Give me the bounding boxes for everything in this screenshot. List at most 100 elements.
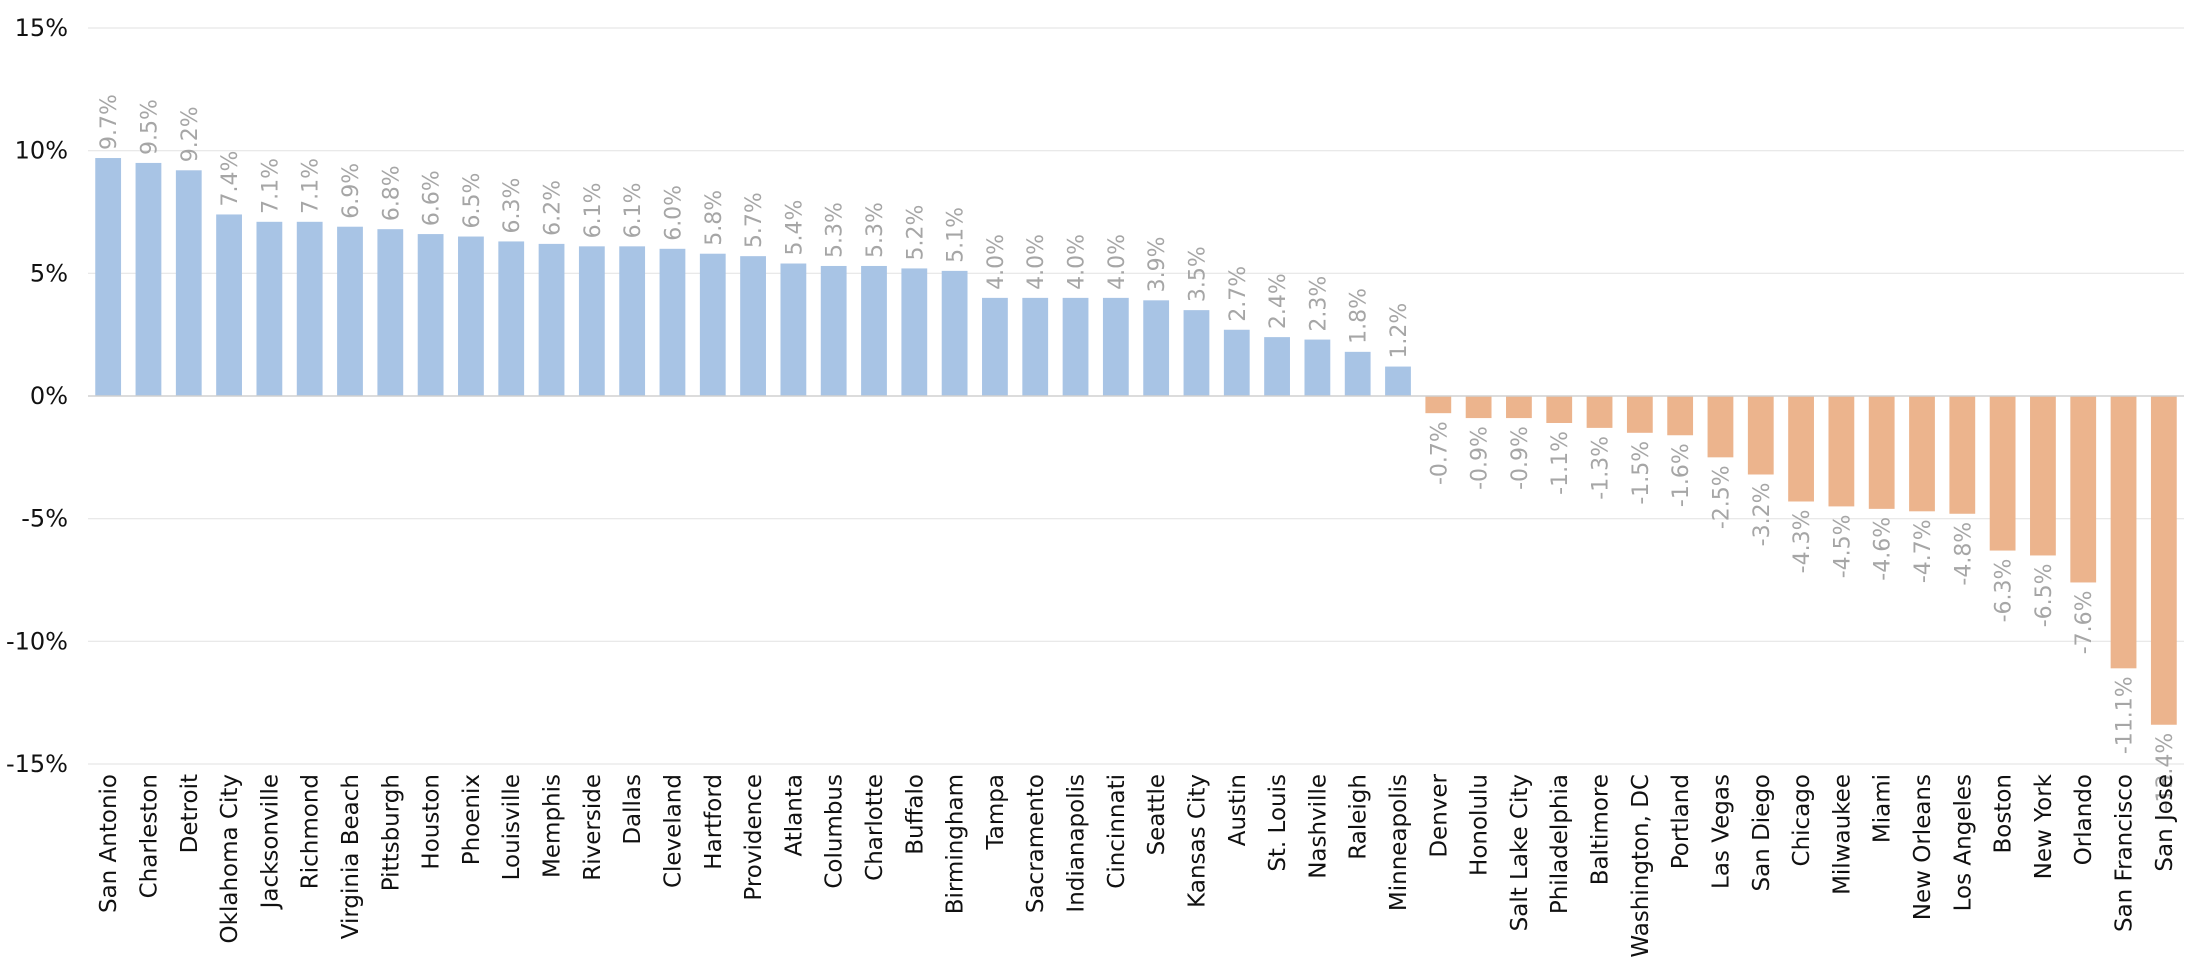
bar bbox=[2110, 396, 2137, 669]
bar bbox=[982, 297, 1008, 396]
data-label: 7.4% bbox=[218, 151, 243, 207]
data-label: 7.1% bbox=[258, 158, 283, 214]
x-tick-label: Charleston bbox=[136, 774, 162, 898]
y-tick-label: 0% bbox=[30, 382, 68, 410]
x-tick-label: New Orleans bbox=[1910, 774, 1936, 920]
bar bbox=[458, 236, 484, 396]
data-label: -11.1% bbox=[2113, 676, 2138, 754]
bar bbox=[1304, 339, 1331, 396]
x-tick-label: Richmond bbox=[298, 774, 324, 889]
bar bbox=[135, 162, 162, 396]
bar bbox=[1707, 396, 1734, 458]
x-tick-label: Dallas bbox=[620, 774, 646, 845]
bar bbox=[1868, 396, 1895, 509]
bar bbox=[1022, 297, 1049, 396]
x-tick-label: Orlando bbox=[2071, 774, 2097, 865]
bars bbox=[95, 158, 2177, 725]
data-label: 6.8% bbox=[379, 165, 404, 221]
data-label: 6.1% bbox=[581, 182, 606, 238]
x-tick-label: Detroit bbox=[177, 774, 203, 853]
x-tick-label: San Diego bbox=[1749, 774, 1775, 892]
data-label: 2.7% bbox=[1226, 266, 1251, 322]
bar bbox=[699, 253, 726, 396]
data-label: 6.2% bbox=[541, 180, 566, 236]
bar bbox=[740, 256, 766, 396]
bar bbox=[619, 246, 646, 396]
bar bbox=[1425, 396, 1452, 414]
x-axis-ticks: San Antonio Charleston Detroit Oklahoma Cit… bbox=[96, 773, 2178, 957]
data-label: 1.2% bbox=[1387, 303, 1412, 359]
data-label: 4.0% bbox=[1105, 234, 1130, 290]
bar bbox=[1143, 300, 1170, 396]
data-label: 6.5% bbox=[460, 173, 485, 229]
data-label: -0.9% bbox=[1468, 426, 1493, 490]
bar bbox=[1183, 310, 1210, 396]
bar bbox=[901, 268, 928, 396]
x-tick-label: Honolulu bbox=[1467, 774, 1493, 876]
x-tick-label: Pittsburgh bbox=[378, 774, 404, 891]
x-tick-label: Seattle bbox=[1144, 774, 1170, 855]
x-tick-label: Sacramento bbox=[1023, 774, 1049, 913]
data-label: 5.8% bbox=[702, 190, 727, 246]
x-tick-label: Providence bbox=[741, 774, 767, 901]
x-tick-label: Denver bbox=[1426, 773, 1452, 857]
x-tick-label: Philadelphia bbox=[1547, 774, 1573, 914]
bar bbox=[1062, 297, 1089, 396]
x-tick-label: Salt Lake City bbox=[1507, 774, 1533, 931]
x-tick-label: Louisville bbox=[499, 774, 525, 880]
y-axis-ticks: 15% 10% 5% 0% -5% -10% -15% bbox=[6, 14, 68, 778]
x-tick-label: Riverside bbox=[580, 774, 606, 881]
bar bbox=[1788, 396, 1814, 502]
data-label: -4.5% bbox=[1830, 514, 1855, 578]
bar bbox=[1102, 297, 1129, 396]
bar bbox=[820, 265, 847, 396]
x-tick-label: St. Louis bbox=[1265, 774, 1291, 872]
data-label: -0.9% bbox=[1508, 426, 1533, 490]
data-labels: 9.7% 9.5% 9.2% 7.4% 7.1% 7.1% 6.9% 6.8% 6.6% 6.5%… bbox=[97, 94, 2178, 810]
data-label: 9.7% bbox=[97, 94, 122, 150]
bar bbox=[861, 265, 887, 396]
y-tick-label: 5% bbox=[30, 259, 68, 287]
data-label: 3.9% bbox=[1145, 236, 1170, 292]
bar bbox=[1586, 396, 1613, 428]
bar bbox=[1546, 396, 1573, 423]
bar bbox=[175, 170, 202, 396]
x-tick-label: Boston bbox=[1991, 774, 2017, 854]
data-label: -4.3% bbox=[1790, 509, 1815, 573]
bar bbox=[1989, 396, 2016, 551]
bar bbox=[941, 270, 968, 396]
x-tick-label: Indianapolis bbox=[1064, 774, 1090, 913]
data-label: -1.3% bbox=[1589, 436, 1614, 500]
data-label: 3.5% bbox=[1185, 246, 1210, 302]
x-tick-label: San Antonio bbox=[96, 774, 122, 913]
x-tick-label: New York bbox=[2031, 773, 2057, 879]
x-tick-label: Houston bbox=[419, 774, 445, 870]
bar bbox=[578, 246, 605, 396]
bar bbox=[538, 243, 565, 396]
bar bbox=[2150, 396, 2177, 725]
x-tick-label: Charlotte bbox=[862, 774, 888, 881]
y-tick-label: -10% bbox=[6, 627, 68, 655]
x-tick-label: Milwaukee bbox=[1829, 774, 1855, 895]
y-tick-label: 15% bbox=[15, 14, 68, 42]
bar bbox=[1949, 396, 1976, 514]
data-label: 5.3% bbox=[863, 202, 888, 258]
bar bbox=[1626, 396, 1653, 433]
data-label: 2.3% bbox=[1306, 276, 1331, 332]
y-tick-label: -5% bbox=[21, 505, 68, 533]
x-tick-label: Virginia Beach bbox=[338, 774, 364, 939]
bar bbox=[1909, 396, 1935, 512]
x-tick-label: Birmingham bbox=[943, 774, 969, 914]
y-tick-label: 10% bbox=[15, 137, 68, 165]
bar bbox=[1828, 396, 1855, 507]
x-tick-label: Columbus bbox=[822, 774, 848, 889]
data-label: -3.2% bbox=[1750, 483, 1775, 547]
data-label: 6.0% bbox=[661, 185, 686, 241]
data-label: -2.5% bbox=[1709, 465, 1734, 529]
x-tick-label: Raleigh bbox=[1346, 774, 1372, 860]
bar bbox=[216, 214, 242, 396]
x-tick-label: Jacksonville bbox=[257, 774, 283, 910]
data-label: -1.1% bbox=[1548, 431, 1573, 495]
data-label: -1.5% bbox=[1629, 441, 1654, 505]
